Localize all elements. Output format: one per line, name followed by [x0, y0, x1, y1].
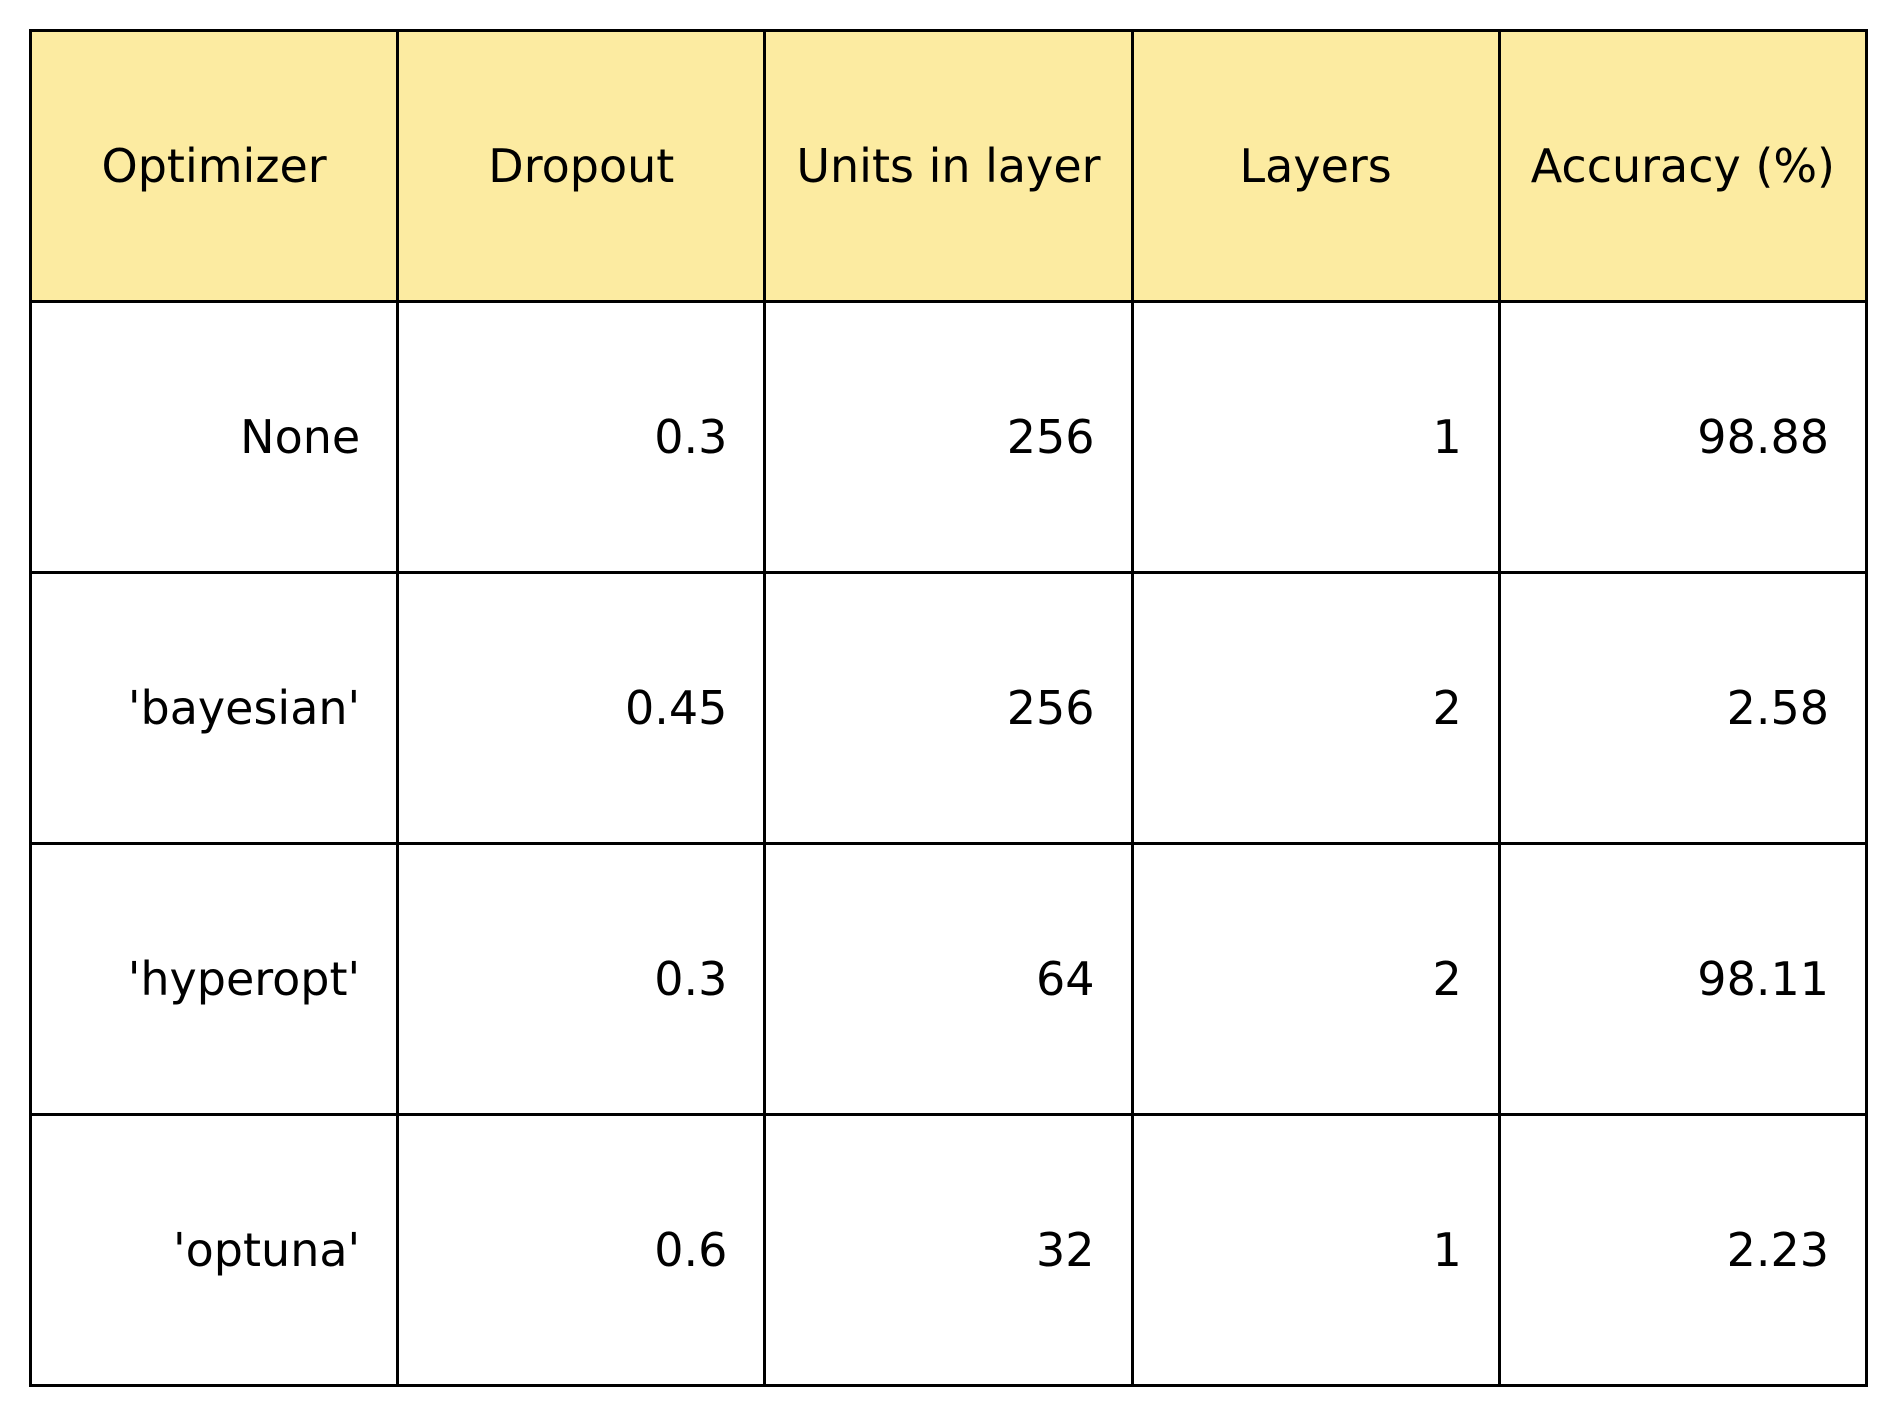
- table-cell-units-in-layer: 32: [763, 1113, 1134, 1387]
- table-cell-dropout: 0.3: [396, 300, 767, 574]
- table-cell-dropout: 0.3: [396, 842, 767, 1116]
- table-row: 'hyperopt' 0.3 64 2 98.11: [28, 842, 1869, 1116]
- table-cell-units-in-layer: 256: [763, 571, 1134, 845]
- table-cell-dropout: 0.6: [396, 1113, 767, 1387]
- table-row: 'optuna' 0.6 32 1 2.23: [28, 1113, 1869, 1387]
- table-cell-accuracy: 2.58: [1497, 571, 1869, 845]
- table-cell-optimizer: 'bayesian': [28, 571, 400, 845]
- table-cell-layers: 2: [1130, 571, 1501, 845]
- table-cell-layers: 2: [1130, 842, 1501, 1116]
- table-cell-optimizer: 'optuna': [28, 1113, 400, 1387]
- table-cell-optimizer: 'hyperopt': [28, 842, 400, 1116]
- column-header-dropout: Dropout: [396, 29, 767, 303]
- table-cell-units-in-layer: 256: [763, 300, 1134, 574]
- table-cell-accuracy: 98.88: [1497, 300, 1869, 574]
- header-row: Optimizer Dropout Units in layer Layers Accu…: [28, 29, 1869, 303]
- column-header-units-in-layer: Units in layer: [763, 29, 1134, 303]
- table-cell-accuracy: 2.23: [1497, 1113, 1869, 1387]
- table-header: Optimizer Dropout Units in layer Layers Accu…: [28, 29, 1869, 303]
- table-cell-accuracy: 98.11: [1497, 842, 1869, 1116]
- column-header-layers: Layers: [1130, 29, 1501, 303]
- table-row: None 0.3 256 1 98.88: [28, 300, 1869, 574]
- table-cell-layers: 1: [1130, 300, 1501, 574]
- table-row: 'bayesian' 0.45 256 2 2.58: [28, 571, 1869, 845]
- table-body: None 0.3 256 1 98.88'bayesian' 0.45 256 2 2.58'h…: [28, 300, 1869, 1387]
- results-table: Optimizer Dropout Units in layer Layers Accu…: [28, 29, 1869, 1387]
- column-header-accuracy: Accuracy (%): [1497, 29, 1869, 303]
- table-cell-dropout: 0.45: [396, 571, 767, 845]
- table-cell-units-in-layer: 64: [763, 842, 1134, 1116]
- table-cell-optimizer: None: [28, 300, 400, 574]
- table-cell-layers: 1: [1130, 1113, 1501, 1387]
- column-header-optimizer: Optimizer: [28, 29, 400, 303]
